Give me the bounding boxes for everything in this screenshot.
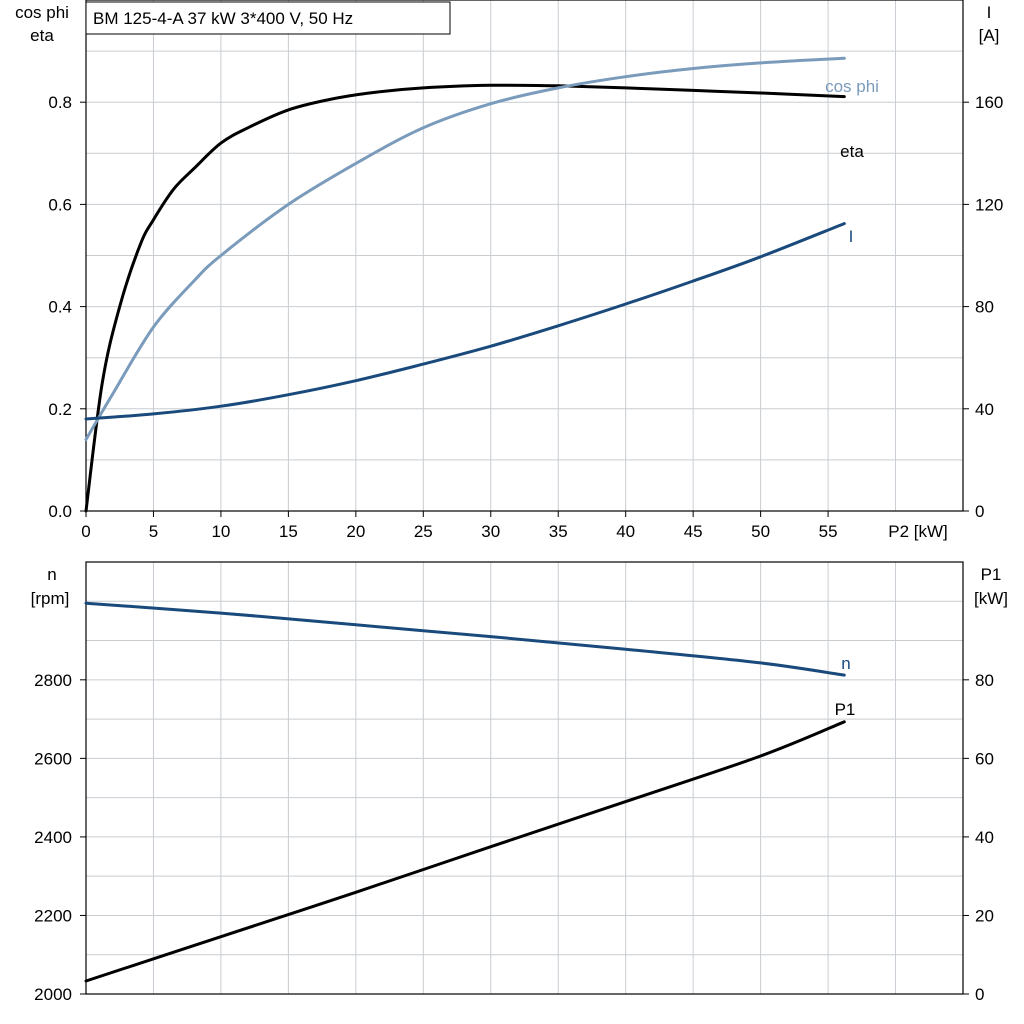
- bottom-series-p1-label: P1: [835, 700, 856, 719]
- bottom-left-tick-label: 2800: [34, 671, 72, 690]
- top-x-tick-label: 30: [481, 522, 500, 541]
- top-right-tick-label: 40: [975, 400, 994, 419]
- top-right-tick-label: 160: [975, 93, 1003, 112]
- bottom-right-tick-label: 80: [975, 671, 994, 690]
- top-right-tick-label: 0: [975, 502, 984, 521]
- top-x-tick-label: 5: [149, 522, 158, 541]
- top-x-tick-label: 0: [81, 522, 90, 541]
- bottom-series-n-label: n: [841, 654, 850, 673]
- top-right-tick-label: 120: [975, 195, 1003, 214]
- top-series-cos-phi-line: [84, 56, 846, 441]
- bottom-series-p1-line: [84, 720, 846, 983]
- top-left-tick-label: 0.8: [48, 93, 72, 112]
- top-x-tick-label: 45: [684, 522, 703, 541]
- top-x-tick-label: 15: [279, 522, 298, 541]
- bottom-series-n-line: [84, 601, 846, 677]
- bottom-left-tick-label: 2000: [34, 985, 72, 1004]
- top-right-tick-label: 80: [975, 298, 994, 317]
- top-left-tick-label: 0.2: [48, 400, 72, 419]
- bottom-plot-frame: [85, 561, 964, 995]
- top-x-tick-label: 10: [211, 522, 230, 541]
- bottom-left-axis-label-line1: n: [47, 565, 56, 584]
- bottom-left-tick-label: 2200: [34, 906, 72, 925]
- bottom-right-tick-label: 40: [975, 828, 994, 847]
- top-x-tick-label: 50: [751, 522, 770, 541]
- top-series-cos-phi-label: cos phi: [825, 77, 879, 96]
- bottom-left-tick-label: 2400: [34, 828, 72, 847]
- chart-plot-layer: 0.0 0.2 0.4 0.6 0.8 0 40 80 120 160 0 5 10 15 20 25 30 35…: [34, 0, 1003, 1004]
- top-left-tick-label: 0.6: [48, 195, 72, 214]
- bottom-right-tick-label: 60: [975, 749, 994, 768]
- top-right-axis-label-line2: [A]: [979, 26, 1000, 45]
- top-series-eta-label: eta: [840, 142, 864, 161]
- top-plot-frame: [85, 0, 964, 512]
- top-right-axis-label-line1: I: [987, 3, 992, 22]
- bottom-left-axis-label-line2: [rpm]: [31, 589, 70, 608]
- top-series-i-line: [84, 222, 846, 421]
- x-axis-label: P2 [kW]: [888, 522, 948, 541]
- bottom-right-axis-label-line1: P1: [981, 565, 1002, 584]
- top-series-i-label: I: [849, 227, 854, 246]
- bottom-right-tick-label: 20: [975, 906, 994, 925]
- bottom-right-axis-label-line2: [kW]: [974, 589, 1008, 608]
- chart-title-box: [85, 1, 451, 35]
- top-x-tick-label: 55: [819, 522, 838, 541]
- top-left-axis-label-line1: cos phi: [15, 3, 69, 22]
- bottom-left-tick-label: 2600: [34, 749, 72, 768]
- bottom-right-tick-label: 0: [975, 985, 984, 1004]
- top-x-tick-label: 40: [616, 522, 635, 541]
- top-left-tick-label: 0.4: [48, 298, 72, 317]
- top-left-axis-label-line2: eta: [30, 26, 54, 45]
- top-x-tick-label: 35: [549, 522, 568, 541]
- top-x-tick-label: 25: [414, 522, 433, 541]
- top-left-tick-label: 0.0: [48, 502, 72, 521]
- top-x-tick-label: 20: [346, 522, 365, 541]
- top-series-eta-line: [84, 83, 846, 513]
- chart-title: BM 125-4-A 37 kW 3*400 V, 50 Hz: [93, 9, 353, 28]
